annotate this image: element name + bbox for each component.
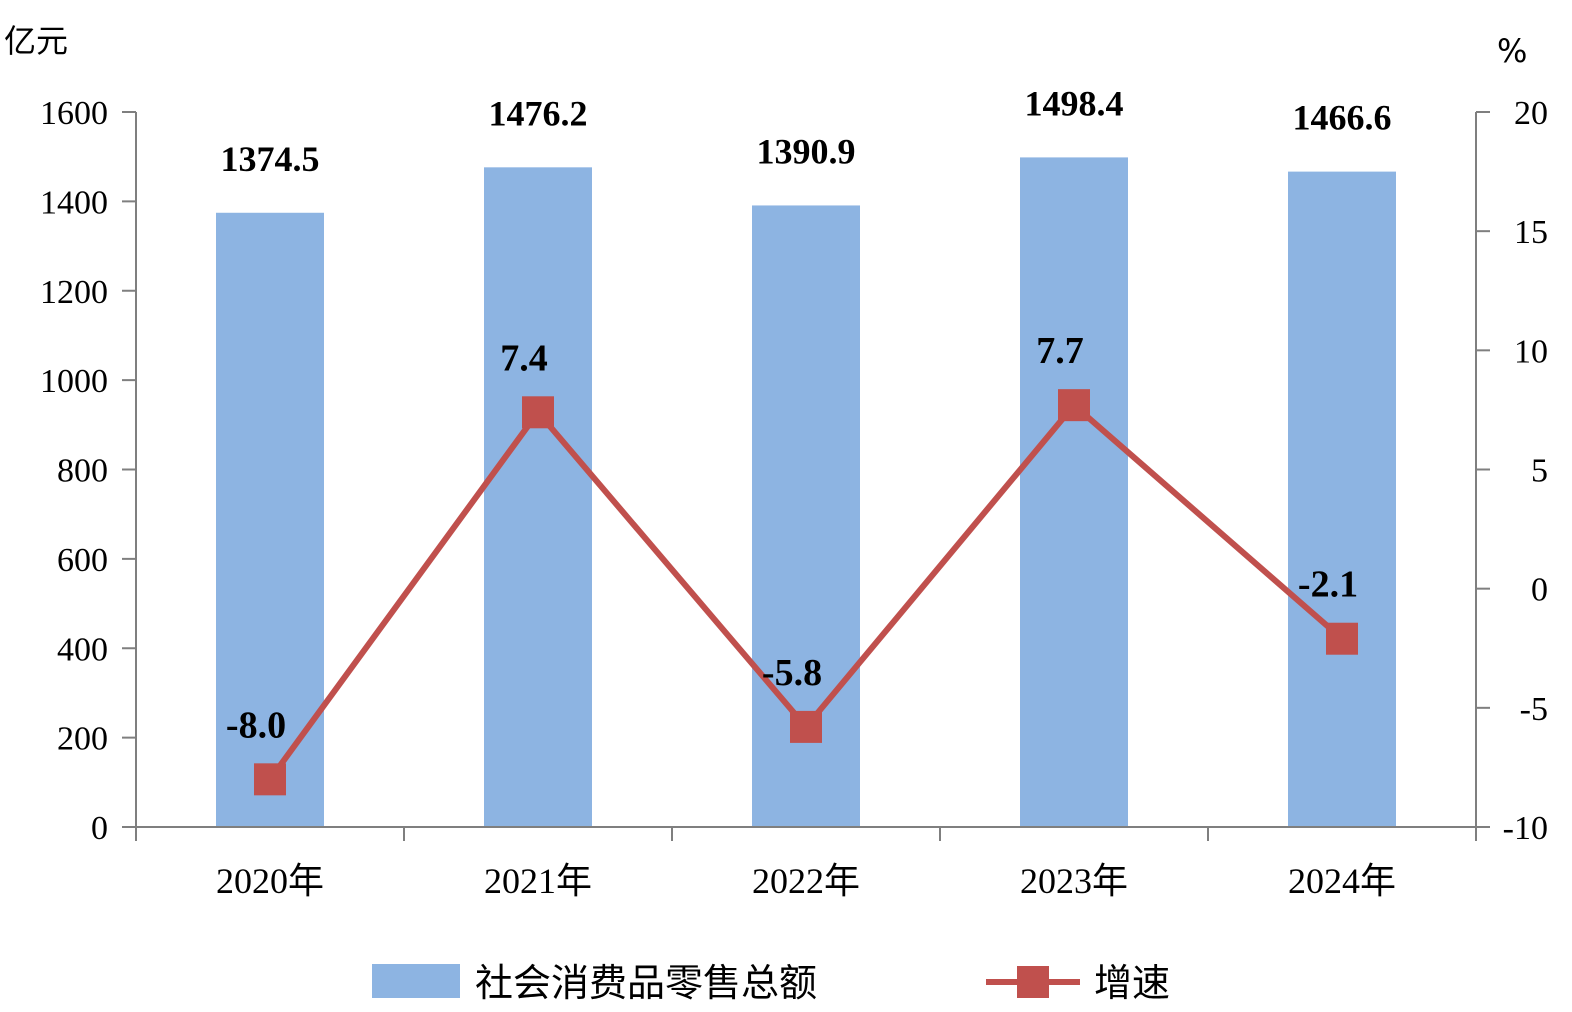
- right-tick-label-6: 20: [1514, 95, 1548, 132]
- axes-layer: 0 200 400 600 800 1000 1200 1400 1600 -10 -5 0 5 10 15…: [40, 95, 1548, 901]
- legend: 社会消费品零售总额 增速: [372, 961, 1170, 1005]
- left-tick-label-0: 0: [91, 810, 108, 847]
- line-label-0: -8.0: [226, 704, 286, 746]
- bar-label-0: 1374.5: [221, 139, 320, 179]
- left-tick-label-4: 800: [57, 453, 108, 490]
- bar-label-1: 1476.2: [489, 93, 588, 133]
- bar-3: [1020, 157, 1128, 828]
- growth-marker-3: [1058, 389, 1090, 422]
- right-tick-label-3: 5: [1531, 453, 1548, 490]
- line-label-1: 7.4: [500, 337, 548, 379]
- left-tick-label-1: 200: [57, 721, 108, 758]
- bar-label-4: 1466.6: [1293, 98, 1392, 138]
- left-tick-label-7: 1400: [40, 184, 108, 221]
- right-tick-label-1: -5: [1520, 691, 1548, 728]
- line-label-2: -5.8: [762, 652, 822, 694]
- right-tick-label-5: 15: [1514, 214, 1548, 251]
- x-tick-label-4: 2024年: [1288, 861, 1396, 901]
- right-tick-label-2: 0: [1531, 572, 1548, 609]
- x-tick-label-2: 2022年: [752, 861, 860, 901]
- growth-marker-2: [790, 710, 822, 743]
- x-tick-label-1: 2021年: [484, 861, 592, 901]
- bar-1: [484, 167, 592, 827]
- line-label-3: 7.7: [1036, 330, 1084, 372]
- growth-marker-0: [254, 763, 286, 796]
- left-unit-label: 亿元: [4, 22, 68, 60]
- line-layer: [254, 389, 1358, 796]
- line-label-4: -2.1: [1298, 564, 1358, 606]
- bar-label-2: 1390.9: [757, 131, 856, 171]
- legend-line-marker: [1017, 966, 1049, 998]
- x-tick-label-0: 2020年: [216, 861, 324, 901]
- left-tick-label-5: 1000: [40, 363, 108, 400]
- legend-line-label: 增速: [1094, 961, 1170, 1005]
- growth-marker-4: [1326, 622, 1358, 655]
- right-tick-label-0: -10: [1503, 810, 1548, 847]
- left-tick-label-8: 1600: [40, 95, 108, 132]
- legend-bar-swatch: [372, 964, 460, 998]
- bar-0: [216, 212, 324, 827]
- right-tick-label-4: 10: [1514, 333, 1548, 370]
- bar-4: [1288, 171, 1396, 827]
- legend-bar-label: 社会消费品零售总额: [475, 961, 817, 1005]
- bars-layer: [216, 157, 1396, 828]
- labels-layer: 1374.5 1476.2 1390.9 1498.4 1466.6 -8.0 7.4 -5.…: [221, 83, 1392, 746]
- x-tick-label-3: 2023年: [1020, 861, 1128, 901]
- left-tick-label-6: 1200: [40, 274, 108, 311]
- left-tick-label-2: 400: [57, 631, 108, 668]
- bar-label-3: 1498.4: [1025, 83, 1124, 123]
- left-tick-label-3: 600: [57, 542, 108, 579]
- growth-marker-1: [522, 396, 554, 429]
- right-unit-label: %: [1497, 32, 1527, 70]
